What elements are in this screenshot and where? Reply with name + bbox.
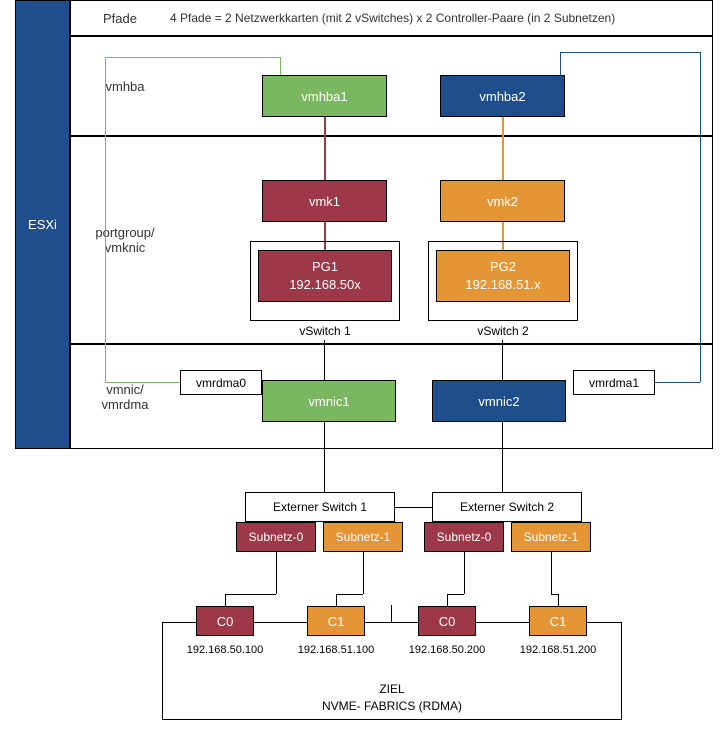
c1-b-box: C1 <box>529 606 587 636</box>
vmnic2-box: vmnic2 <box>432 380 566 422</box>
vswitch1-label: vSwitch 1 <box>250 322 400 340</box>
vmhba-row-label: vmhba <box>85 36 165 136</box>
ip-c0-b: 192.168.50.200 <box>392 640 502 660</box>
ext-switch2-box: Externer Switch 2 <box>432 492 582 522</box>
vmk1-box: vmk1 <box>262 180 387 222</box>
subnet1-b-box: Subnetz-1 <box>511 522 591 552</box>
vmhba-row <box>70 36 713 136</box>
vmnic1-box: vmnic1 <box>262 380 396 422</box>
ip-c1-b: 192.168.51.200 <box>503 640 613 660</box>
vmrdma0-box: vmrdma0 <box>180 370 262 395</box>
pfade-label: Pfade <box>85 0 155 36</box>
c0-a-box: C0 <box>196 606 254 636</box>
ip-c1-a: 192.168.51.100 <box>281 640 391 660</box>
esxi-sidebar: ESXi <box>15 0 70 449</box>
pg2-box: PG2 192.168.51.x <box>436 250 570 302</box>
subnet0-a-box: Subnetz-0 <box>236 522 316 552</box>
vmk2-box: vmk2 <box>440 180 565 222</box>
portgroup-row-label: portgroup/ vmknic <box>85 136 165 344</box>
pfade-desc: 4 Pfade = 2 Netzwerkkarten (mit 2 vSwitc… <box>170 0 690 36</box>
pg1-box: PG1 192.168.50x <box>258 250 392 302</box>
vmnic-row-label: vmnic/ vmrdma <box>85 344 165 449</box>
vswitch2-label: vSwitch 2 <box>428 322 578 340</box>
vmrdma1-box: vmrdma1 <box>573 370 655 395</box>
vmhba1-box: vmhba1 <box>262 75 387 117</box>
vmhba2-box: vmhba2 <box>440 75 565 117</box>
c1-a-box: C1 <box>307 606 365 636</box>
target-label: ZIEL NVME- FABRICS (RDMA) <box>162 680 622 716</box>
subnet1-a-box: Subnetz-1 <box>323 522 403 552</box>
ext-switch1-box: Externer Switch 1 <box>245 492 395 522</box>
ip-c0-a: 192.168.50.100 <box>170 640 280 660</box>
diagram-canvas: ESXi Pfade 4 Pfade = 2 Netzwerkkarten (m… <box>0 0 728 736</box>
subnet0-b-box: Subnetz-0 <box>424 522 504 552</box>
esxi-label: ESXi <box>28 217 57 232</box>
c0-b-box: C0 <box>418 606 476 636</box>
